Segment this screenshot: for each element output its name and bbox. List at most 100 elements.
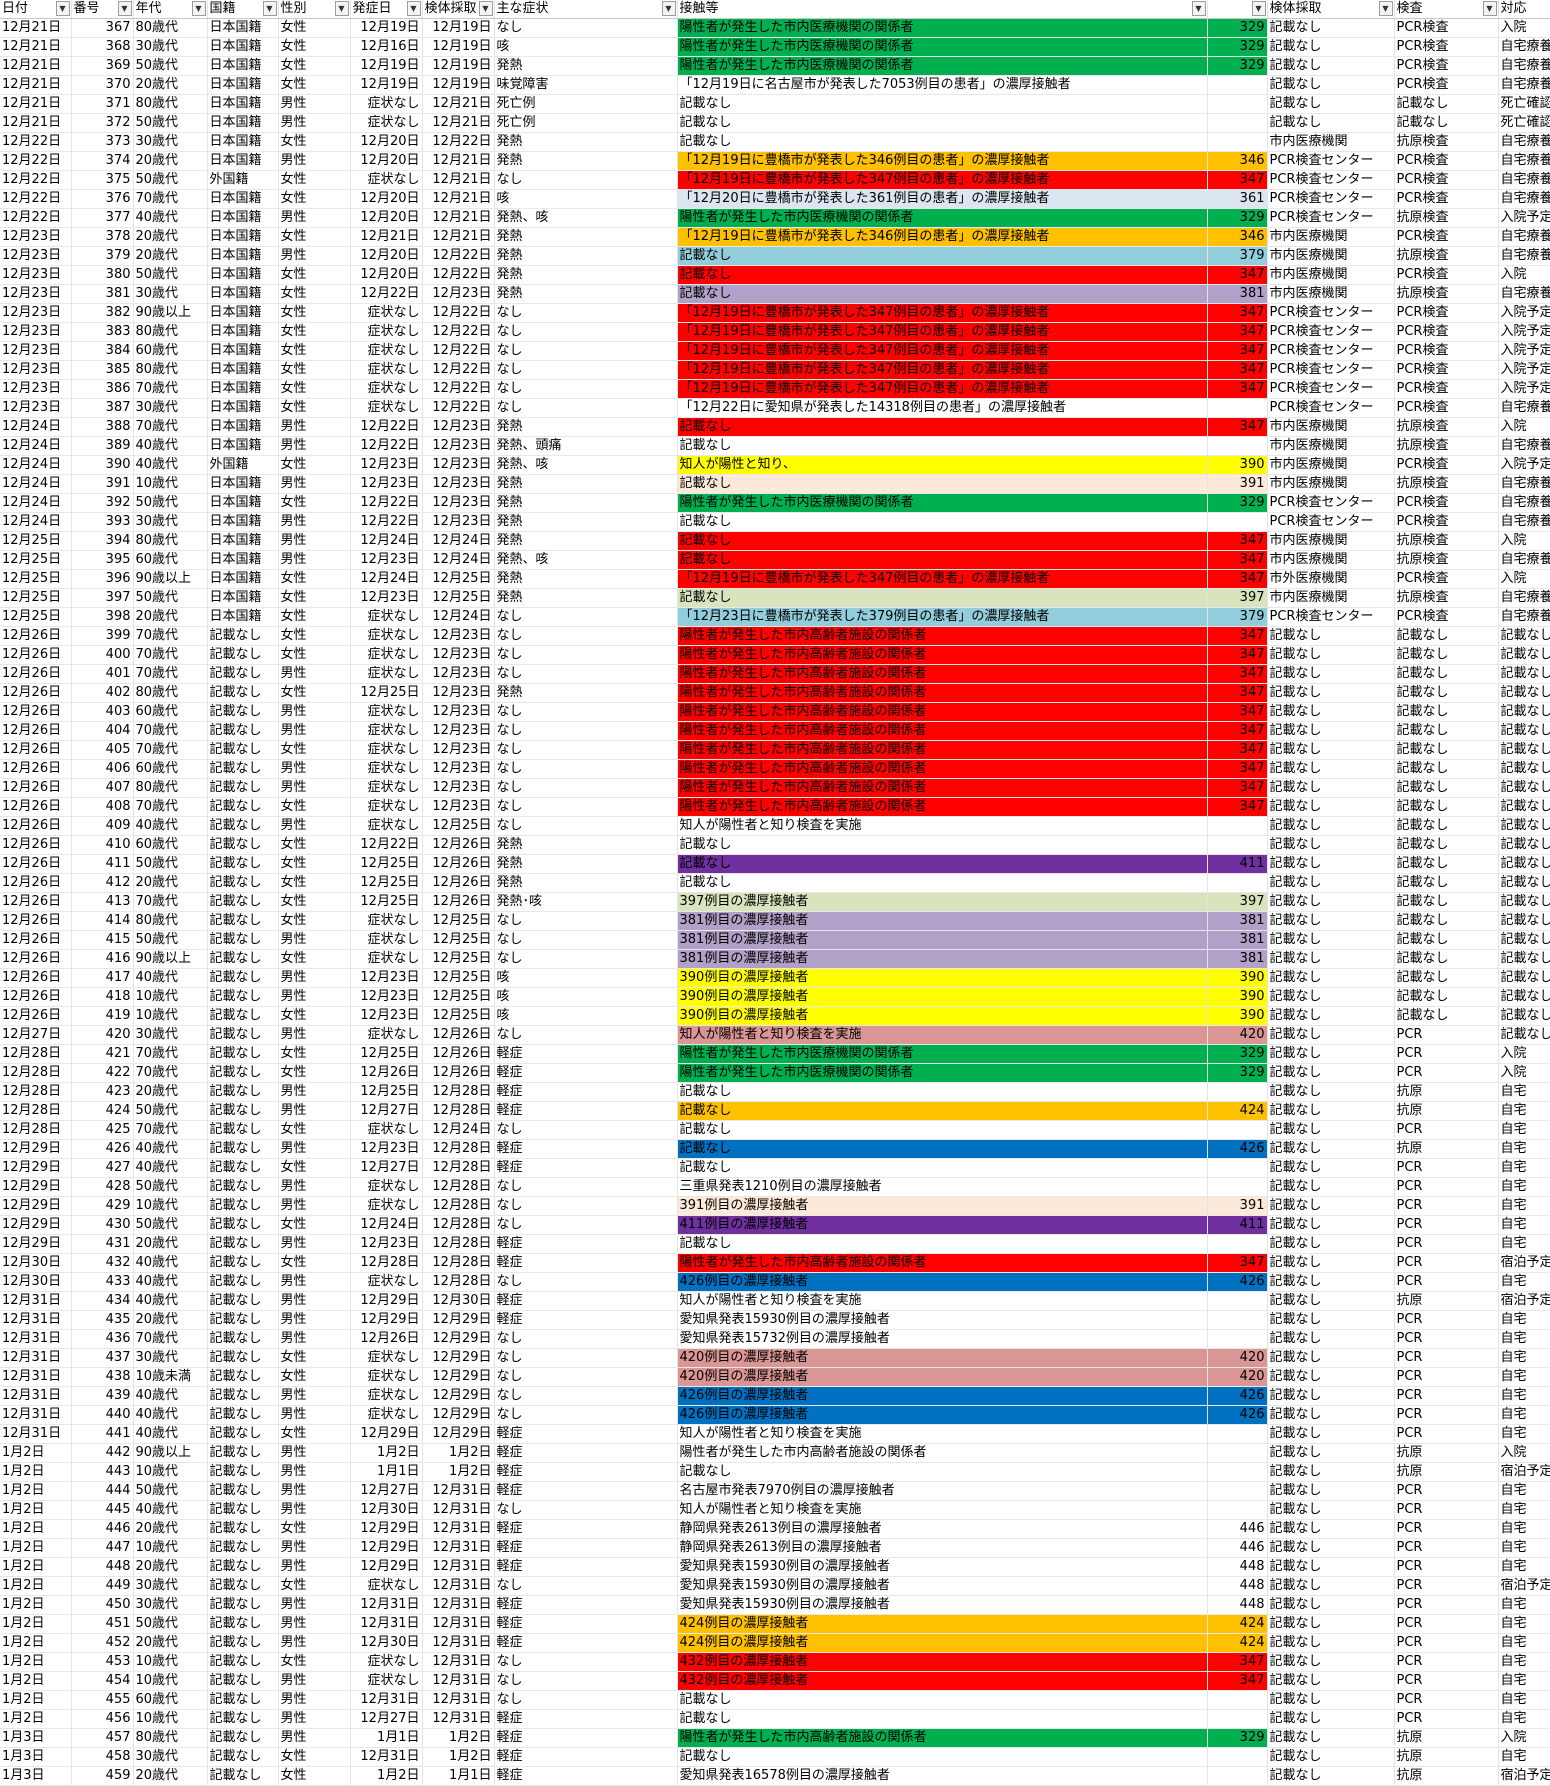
onset-cell[interactable]: 12月20日 (350, 265, 423, 285)
sampling-cell[interactable]: PCR検査センター (1267, 322, 1395, 342)
onset-cell[interactable]: 12月21日 (350, 227, 423, 247)
test-cell[interactable]: PCR (1394, 1614, 1499, 1634)
link-cell[interactable]: 347 (1207, 778, 1268, 798)
sample-date-cell[interactable]: 12月23日 (422, 284, 495, 304)
sampling-cell[interactable]: 記載なし (1267, 1386, 1395, 1406)
test-cell[interactable]: 抗原 (1394, 1443, 1499, 1463)
nationality-cell[interactable]: 記載なし (207, 968, 279, 988)
date-cell[interactable]: 12月26日 (0, 968, 72, 988)
response-cell[interactable]: 自宅 (1498, 1348, 1550, 1368)
date-cell[interactable]: 12月22日 (0, 170, 72, 190)
symptom-cell[interactable]: 発熱 (494, 132, 678, 152)
link-cell[interactable]: 347 (1207, 550, 1268, 570)
onset-cell[interactable]: 12月20日 (350, 132, 423, 152)
link-cell[interactable]: 397 (1207, 892, 1268, 912)
link-cell[interactable] (1207, 1158, 1268, 1178)
response-cell[interactable]: 自宅 (1498, 1671, 1550, 1691)
link-cell[interactable] (1207, 113, 1268, 133)
age-cell[interactable]: 30歳代 (133, 37, 208, 57)
contact-cell[interactable]: 391例目の濃厚接触者 (677, 1196, 1208, 1216)
sampling-cell[interactable]: 記載なし (1267, 37, 1395, 57)
sample-date-cell[interactable]: 12月23日 (422, 683, 495, 703)
sex-cell[interactable]: 女性 (278, 379, 351, 399)
sample-date-cell[interactable]: 12月23日 (422, 417, 495, 437)
symptom-cell[interactable]: なし (494, 626, 678, 646)
onset-cell[interactable]: 1月2日 (350, 1443, 423, 1463)
nationality-cell[interactable]: 記載なし (207, 740, 279, 760)
contact-cell[interactable]: 陽性者が発生した市内医療機関の関係者 (677, 493, 1208, 513)
symptom-cell[interactable]: なし (494, 360, 678, 380)
link-cell[interactable] (1207, 75, 1268, 95)
age-cell[interactable]: 50歳代 (133, 170, 208, 190)
number-cell[interactable]: 457 (71, 1728, 134, 1748)
onset-cell[interactable]: 12月24日 (350, 1215, 423, 1235)
symptom-cell[interactable]: 死亡例 (494, 94, 678, 114)
date-cell[interactable]: 12月21日 (0, 113, 72, 133)
response-cell[interactable]: 自宅 (1498, 1158, 1550, 1178)
sex-cell[interactable]: 女性 (278, 1576, 351, 1596)
date-cell[interactable]: 12月22日 (0, 189, 72, 209)
link-cell[interactable]: 390 (1207, 455, 1268, 475)
sample-date-cell[interactable]: 12月31日 (422, 1519, 495, 1539)
age-cell[interactable]: 60歳代 (133, 1690, 208, 1710)
link-cell[interactable]: 329 (1207, 493, 1268, 513)
test-cell[interactable]: 記載なし (1394, 892, 1499, 912)
contact-cell[interactable]: 記載なし (677, 873, 1208, 893)
number-cell[interactable]: 382 (71, 303, 134, 323)
test-cell[interactable]: 記載なし (1394, 987, 1499, 1007)
nationality-cell[interactable]: 日本国籍 (207, 284, 279, 304)
contact-cell[interactable]: 390例目の濃厚接触者 (677, 987, 1208, 1007)
test-cell[interactable]: PCR (1394, 1253, 1499, 1273)
age-cell[interactable]: 50歳代 (133, 1614, 208, 1634)
link-cell[interactable]: 381 (1207, 930, 1268, 950)
age-cell[interactable]: 10歳代 (133, 987, 208, 1007)
response-cell[interactable]: 自宅療養予定 (1498, 398, 1550, 418)
symptom-cell[interactable]: なし (494, 398, 678, 418)
symptom-cell[interactable]: 発熱 (494, 474, 678, 494)
age-cell[interactable]: 40歳代 (133, 1405, 208, 1425)
number-cell[interactable]: 384 (71, 341, 134, 361)
sampling-cell[interactable]: 市内医療機関 (1267, 132, 1395, 152)
sex-cell[interactable]: 男性 (278, 1196, 351, 1216)
symptom-cell[interactable]: なし (494, 1025, 678, 1045)
response-cell[interactable]: 自宅 (1498, 1272, 1550, 1292)
sex-cell[interactable]: 男性 (278, 1557, 351, 1577)
sex-cell[interactable]: 男性 (278, 208, 351, 228)
age-cell[interactable]: 30歳代 (133, 1747, 208, 1767)
link-cell[interactable] (1207, 1177, 1268, 1197)
symptom-cell[interactable]: 軽症 (494, 1139, 678, 1159)
contact-cell[interactable]: 390例目の濃厚接触者 (677, 968, 1208, 988)
contact-cell[interactable]: 陽性者が発生した市内高齢者施設の関係者 (677, 664, 1208, 684)
response-cell[interactable]: 記載なし (1498, 759, 1550, 779)
number-cell[interactable]: 455 (71, 1690, 134, 1710)
nationality-cell[interactable]: 記載なし (207, 1253, 279, 1273)
response-cell[interactable]: 死亡確認 (1498, 94, 1550, 114)
sex-cell[interactable]: 男性 (278, 930, 351, 950)
response-cell[interactable]: 記載なし (1498, 816, 1550, 836)
nationality-cell[interactable]: 記載なし (207, 664, 279, 684)
nationality-cell[interactable]: 日本国籍 (207, 588, 279, 608)
response-cell[interactable]: 記載なし (1498, 949, 1550, 969)
test-cell[interactable]: 抗原 (1394, 1082, 1499, 1102)
sampling-cell[interactable]: PCR検査センター (1267, 607, 1395, 627)
contact-cell[interactable]: 記載なし (677, 113, 1208, 133)
test-cell[interactable]: 抗原検査 (1394, 284, 1499, 304)
sample-date-cell[interactable]: 12月25日 (422, 911, 495, 931)
test-cell[interactable]: PCR検査 (1394, 379, 1499, 399)
sampling-cell[interactable]: PCR検査センター (1267, 303, 1395, 323)
test-cell[interactable]: 抗原 (1394, 1462, 1499, 1482)
contact-cell[interactable]: 記載なし (677, 284, 1208, 304)
onset-cell[interactable]: 12月30日 (350, 1500, 423, 1520)
contact-cell[interactable]: 381例目の濃厚接触者 (677, 911, 1208, 931)
test-cell[interactable]: 記載なし (1394, 94, 1499, 114)
symptom-cell[interactable]: なし (494, 645, 678, 665)
contact-cell[interactable]: 記載なし (677, 512, 1208, 532)
nationality-cell[interactable]: 記載なし (207, 1766, 279, 1786)
onset-cell[interactable]: 12月22日 (350, 835, 423, 855)
onset-cell[interactable]: 症状なし (350, 607, 423, 627)
sampling-cell[interactable]: 記載なし (1267, 645, 1395, 665)
age-cell[interactable]: 50歳代 (133, 1215, 208, 1235)
link-cell[interactable]: 347 (1207, 1652, 1268, 1672)
test-cell[interactable]: PCR (1394, 1234, 1499, 1254)
nationality-cell[interactable]: 記載なし (207, 816, 279, 836)
